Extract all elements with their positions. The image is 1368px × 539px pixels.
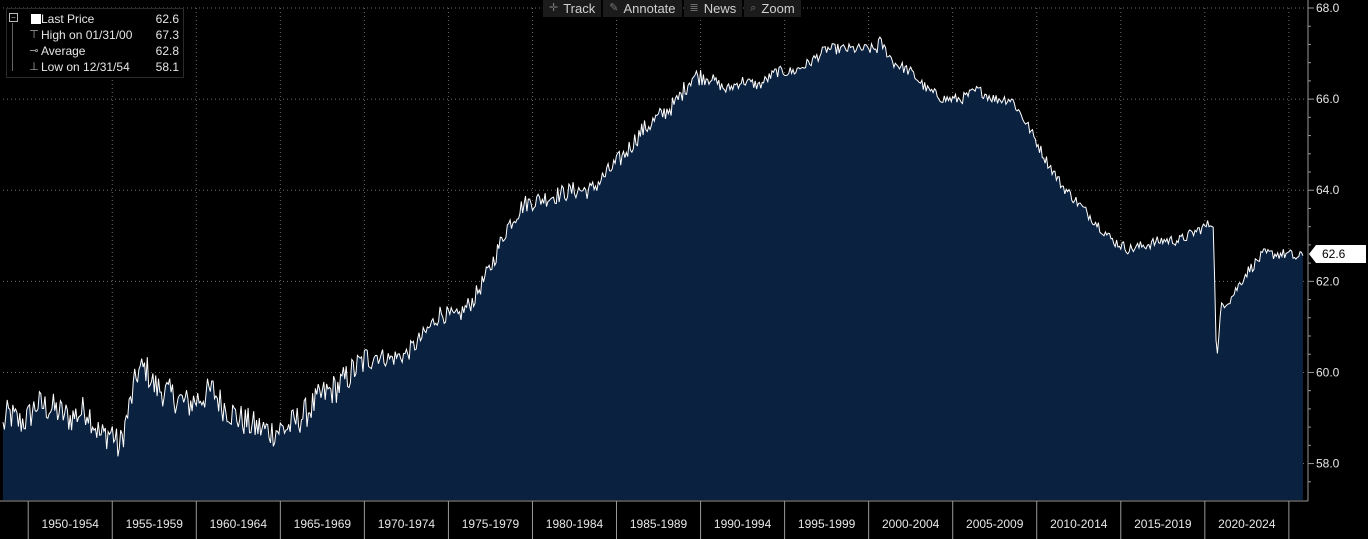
x-tick-label: 1960-1964 bbox=[210, 517, 268, 531]
y-tick-label: 64.0 bbox=[1316, 183, 1340, 197]
legend-item-average[interactable]: ⊸ Average 62.8 bbox=[7, 43, 183, 59]
low-marker-icon: ⊥ bbox=[29, 61, 39, 73]
x-tick-label: 1970-1974 bbox=[378, 517, 436, 531]
collapse-icon[interactable]: − bbox=[9, 13, 18, 22]
chart-legend: − Last Price 62.6 ⊤ High on 01/31/00 67.… bbox=[6, 8, 184, 78]
x-tick-label: 1985-1989 bbox=[630, 517, 688, 531]
chart-toolbar: ✛ Track ✎ Annotate ≣ News ⌕ Zoom bbox=[543, 0, 801, 17]
white-square-icon bbox=[31, 14, 41, 24]
annotate-button[interactable]: ✎ Annotate bbox=[603, 0, 682, 17]
x-tick-label: 2015-2019 bbox=[1134, 517, 1192, 531]
last-value-marker: 62.6 bbox=[1309, 245, 1366, 263]
crosshair-icon: ✛ bbox=[549, 2, 559, 14]
y-axis: 58.0 60.0 62.0 64.0 66.0 68.0 bbox=[1307, 0, 1340, 501]
news-button[interactable]: ≣ News bbox=[683, 0, 743, 17]
zoom-button[interactable]: ⌕ Zoom bbox=[744, 0, 801, 17]
x-tick-label: 2005-2009 bbox=[966, 517, 1024, 531]
y-tick-label: 58.0 bbox=[1316, 457, 1340, 471]
average-marker-icon: ⊸ bbox=[29, 45, 39, 57]
x-tick-label: 1950-1954 bbox=[42, 517, 100, 531]
x-tick-label: 1975-1979 bbox=[462, 517, 520, 531]
x-tick-label: 2020-2024 bbox=[1218, 517, 1276, 531]
y-tick-label: 68.0 bbox=[1316, 1, 1340, 15]
legend-item-low[interactable]: ⊥ Low on 12/31/54 58.1 bbox=[7, 59, 183, 75]
x-tick-label: 1965-1969 bbox=[294, 517, 352, 531]
legend-item-last-price[interactable]: Last Price 62.6 bbox=[7, 11, 183, 27]
area-fill bbox=[3, 37, 1303, 500]
pencil-icon: ✎ bbox=[609, 2, 619, 14]
x-tick-label: 2000-2004 bbox=[882, 517, 940, 531]
x-tick-label: 1995-1999 bbox=[798, 517, 856, 531]
magnifier-icon: ⌕ bbox=[750, 2, 757, 14]
last-value-label: 62.6 bbox=[1322, 247, 1346, 261]
price-line bbox=[2, 36, 1304, 457]
news-icon: ≣ bbox=[689, 2, 699, 14]
legend-item-high[interactable]: ⊤ High on 01/31/00 67.3 bbox=[7, 27, 183, 43]
x-tick-label: 1955-1959 bbox=[126, 517, 184, 531]
y-tick-label: 62.0 bbox=[1316, 274, 1340, 288]
x-axis: 1950-1954 1955-1959 1960-1964 1965-1969 1970… bbox=[0, 500, 1308, 539]
x-tick-label: 2010-2014 bbox=[1050, 517, 1108, 531]
legend-tree-line bbox=[12, 23, 13, 71]
y-tick-label: 66.0 bbox=[1316, 92, 1340, 106]
x-tick-label: 1980-1984 bbox=[546, 517, 604, 531]
y-tick-label: 60.0 bbox=[1316, 365, 1340, 379]
x-tick-label: 1990-1994 bbox=[714, 517, 772, 531]
high-marker-icon: ⊤ bbox=[29, 29, 39, 41]
track-button[interactable]: ✛ Track bbox=[543, 0, 602, 17]
